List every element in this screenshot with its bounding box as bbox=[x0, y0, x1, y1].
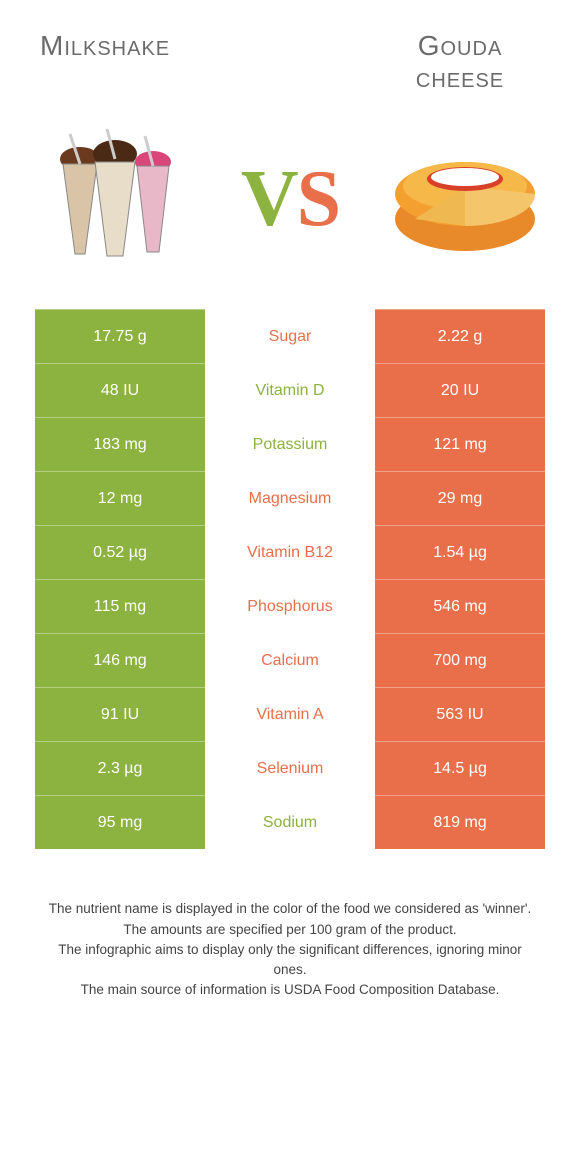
nutrient-label: Potassium bbox=[205, 417, 375, 471]
footer-notes: The nutrient name is displayed in the co… bbox=[35, 899, 545, 1000]
left-value: 48 IU bbox=[35, 363, 205, 417]
right-value: 819 mg bbox=[375, 795, 545, 849]
nutrient-label: Vitamin B12 bbox=[205, 525, 375, 579]
right-value: 2.22 g bbox=[375, 309, 545, 363]
vs-v: V bbox=[241, 155, 297, 243]
nutrient-label: Magnesium bbox=[205, 471, 375, 525]
left-value: 146 mg bbox=[35, 633, 205, 687]
left-value: 91 IU bbox=[35, 687, 205, 741]
nutrient-label: Phosphorus bbox=[205, 579, 375, 633]
right-value: 1.54 µg bbox=[375, 525, 545, 579]
nutrient-label: Selenium bbox=[205, 741, 375, 795]
footer-line-3: The infographic aims to display only the… bbox=[40, 940, 540, 981]
nutrient-row: 17.75 gSugar2.22 g bbox=[35, 309, 545, 363]
left-value: 0.52 µg bbox=[35, 525, 205, 579]
nutrient-table: 17.75 gSugar2.22 g48 IUVitamin D20 IU183… bbox=[35, 309, 545, 849]
left-value: 2.3 µg bbox=[35, 741, 205, 795]
right-value: 29 mg bbox=[375, 471, 545, 525]
cheese-icon bbox=[385, 124, 545, 274]
milkshake-icon bbox=[35, 124, 195, 274]
left-value: 183 mg bbox=[35, 417, 205, 471]
right-value: 563 IU bbox=[375, 687, 545, 741]
left-value: 17.75 g bbox=[35, 309, 205, 363]
nutrient-row: 95 mgSodium819 mg bbox=[35, 795, 545, 849]
nutrient-row: 146 mgCalcium700 mg bbox=[35, 633, 545, 687]
vs-label: VS bbox=[241, 154, 339, 245]
nutrient-row: 48 IUVitamin D20 IU bbox=[35, 363, 545, 417]
footer-line-4: The main source of information is USDA F… bbox=[40, 980, 540, 1000]
nutrient-label: Calcium bbox=[205, 633, 375, 687]
nutrient-row: 12 mgMagnesium29 mg bbox=[35, 471, 545, 525]
nutrient-label: Vitamin D bbox=[205, 363, 375, 417]
nutrient-row: 115 mgPhosphorus546 mg bbox=[35, 579, 545, 633]
infographic-container: Milkshake Gouda cheese VS bbox=[0, 0, 580, 1021]
left-value: 115 mg bbox=[35, 579, 205, 633]
footer-line-2: The amounts are specified per 100 gram o… bbox=[40, 920, 540, 940]
left-value: 12 mg bbox=[35, 471, 205, 525]
nutrient-label: Vitamin A bbox=[205, 687, 375, 741]
nutrient-label: Sugar bbox=[205, 309, 375, 363]
right-value: 121 mg bbox=[375, 417, 545, 471]
right-value: 700 mg bbox=[375, 633, 545, 687]
milkshake-image bbox=[35, 124, 195, 274]
nutrient-row: 2.3 µgSelenium14.5 µg bbox=[35, 741, 545, 795]
header: Milkshake Gouda cheese bbox=[35, 30, 545, 94]
right-value: 546 mg bbox=[375, 579, 545, 633]
nutrient-row: 183 mgPotassium121 mg bbox=[35, 417, 545, 471]
right-value: 14.5 µg bbox=[375, 741, 545, 795]
vs-row: VS bbox=[35, 124, 545, 274]
food-title-left: Milkshake bbox=[35, 30, 170, 62]
vs-s: S bbox=[297, 155, 340, 243]
footer-line-1: The nutrient name is displayed in the co… bbox=[40, 899, 540, 919]
right-value: 20 IU bbox=[375, 363, 545, 417]
cheese-image bbox=[385, 124, 545, 274]
nutrient-row: 91 IUVitamin A563 IU bbox=[35, 687, 545, 741]
nutrient-row: 0.52 µgVitamin B121.54 µg bbox=[35, 525, 545, 579]
nutrient-label: Sodium bbox=[205, 795, 375, 849]
left-value: 95 mg bbox=[35, 795, 205, 849]
food-title-right: Gouda cheese bbox=[375, 30, 545, 94]
